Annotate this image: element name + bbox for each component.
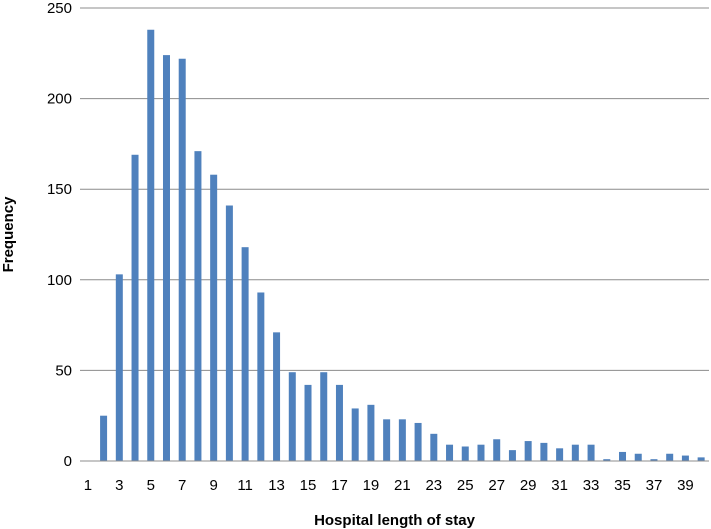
x-tick-label: 9 <box>209 477 217 494</box>
bar-37 <box>650 459 658 461</box>
x-tick-label: 21 <box>394 477 411 494</box>
x-tick-label: 27 <box>488 477 505 494</box>
x-tick-label: 23 <box>425 477 442 494</box>
bar-28 <box>508 450 516 461</box>
x-tick-label: 25 <box>457 477 474 494</box>
bar-26 <box>477 444 485 461</box>
y-tick-label: 200 <box>47 91 72 108</box>
bar-6 <box>162 55 170 461</box>
bar-3 <box>115 274 123 461</box>
bar-18 <box>351 408 359 461</box>
bars <box>100 29 705 462</box>
bar-22 <box>414 422 422 461</box>
bar-4 <box>131 154 139 461</box>
bar-40 <box>697 457 705 461</box>
bar-19 <box>367 404 375 461</box>
bar-34 <box>603 459 611 461</box>
y-axis-tick-labels: 0 50 100 150 200 250 <box>47 0 72 470</box>
x-tick-label: 33 <box>583 477 600 494</box>
bar-14 <box>288 372 296 461</box>
bar-2 <box>100 415 108 461</box>
bar-8 <box>194 151 202 461</box>
bar-30 <box>540 442 548 461</box>
y-tick-label: 150 <box>47 181 72 198</box>
gridlines <box>80 7 709 371</box>
x-tick-label: 35 <box>614 477 631 494</box>
x-tick-label: 29 <box>520 477 537 494</box>
y-axis-title: Frequency <box>0 196 17 273</box>
x-tick-label: 37 <box>646 477 663 494</box>
bar-20 <box>383 419 391 461</box>
y-tick-label: 50 <box>55 362 72 379</box>
x-tick-label: 39 <box>677 477 694 494</box>
x-tick-label: 31 <box>551 477 568 494</box>
bar-7 <box>178 58 186 462</box>
x-tick-label: 13 <box>268 477 285 494</box>
y-tick-label: 0 <box>64 453 72 470</box>
x-tick-label: 15 <box>300 477 317 494</box>
bar-9 <box>210 174 218 462</box>
x-tick-label: 3 <box>115 477 123 494</box>
bar-27 <box>493 439 501 461</box>
bar-39 <box>681 455 689 461</box>
bar-5 <box>147 29 155 462</box>
bar-17 <box>335 384 343 461</box>
y-tick-label: 250 <box>47 0 72 17</box>
x-tick-label: 7 <box>178 477 186 494</box>
bar-23 <box>430 433 438 461</box>
bar-16 <box>320 372 328 461</box>
bar-12 <box>257 292 265 461</box>
bar-24 <box>446 444 454 461</box>
bar-29 <box>524 441 532 461</box>
x-tick-label: 11 <box>237 477 253 494</box>
x-tick-label: 19 <box>363 477 380 494</box>
bar-38 <box>666 453 674 461</box>
bar-35 <box>619 451 627 461</box>
bar-32 <box>571 444 579 461</box>
x-tick-label: 1 <box>84 477 92 494</box>
y-tick-label: 100 <box>47 272 72 289</box>
bar-25 <box>461 446 469 461</box>
x-tick-label: 17 <box>331 477 348 494</box>
x-axis-tick-labels: 1 3 5 7 9 11 13 15 17 19 21 23 25 27 29 31 33 35 37 39 <box>84 477 694 494</box>
x-tick-label: 5 <box>147 477 155 494</box>
bar-31 <box>556 448 564 461</box>
bar-33 <box>587 444 595 461</box>
bar-13 <box>273 332 281 461</box>
bar-36 <box>634 453 642 461</box>
bar-21 <box>398 419 406 461</box>
bar-10 <box>225 205 233 461</box>
bar-15 <box>304 384 312 461</box>
x-axis-title: Hospital length of stay <box>314 512 476 529</box>
bar-11 <box>241 247 249 461</box>
